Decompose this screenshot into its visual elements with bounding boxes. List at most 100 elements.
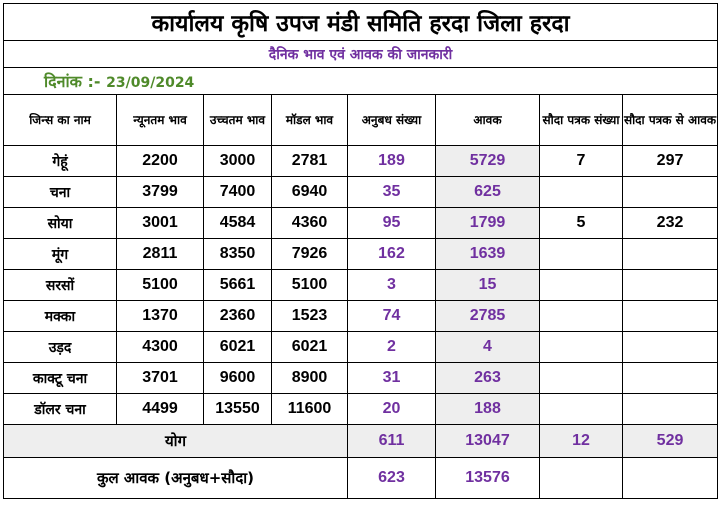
anubandh-count: 20 — [347, 393, 436, 425]
model-price: 11600 — [271, 393, 348, 425]
header-sauda-aavak: सौदा पत्रक से आवक — [621, 94, 719, 146]
sauda-aavak: 232 — [621, 207, 719, 239]
max-price: 2360 — [203, 300, 272, 332]
model-price: 6940 — [271, 176, 348, 208]
commodity-name: काक्टू चना — [3, 362, 117, 394]
total-aavak: 13047 — [435, 424, 540, 458]
sauda-count — [539, 362, 623, 394]
header-row: जिन्स का नाम न्यूनतम भाव उच्चतम भाव मॉडल… — [3, 94, 719, 146]
aavak-value: 5729 — [435, 145, 540, 177]
max-price: 6021 — [203, 331, 272, 363]
sauda-count — [539, 269, 623, 301]
sauda-count: 5 — [539, 207, 623, 239]
commodity-name: मक्का — [3, 300, 117, 332]
mandi-rate-sheet: कार्यालय कृषि उपज मंडी समिति हरदा जिला ह… — [2, 3, 719, 499]
commodity-name: गेहूं — [3, 145, 117, 177]
header-name: जिन्स का नाम — [3, 94, 117, 146]
aavak-value: 188 — [435, 393, 540, 425]
table-row: मूंग 2811 8350 7926 162 1639 — [3, 238, 719, 270]
table-row: उड़द 4300 6021 6021 2 4 — [3, 331, 719, 363]
commodity-name: मूंग — [3, 238, 117, 270]
anubandh-count: 35 — [347, 176, 436, 208]
anubandh-count: 189 — [347, 145, 436, 177]
table-row: चना 3799 7400 6940 35 625 — [3, 176, 719, 208]
commodity-name: सरसों — [3, 269, 117, 301]
sauda-aavak: 297 — [621, 145, 719, 177]
anubandh-count: 31 — [347, 362, 436, 394]
header-aavak: आवक — [435, 94, 540, 146]
min-price: 2811 — [116, 238, 204, 270]
sauda-count — [539, 176, 623, 208]
page-subtitle: दैनिक भाव एवं आवक की जानकारी — [2, 40, 719, 68]
date-row: दिनांक :- 23/09/2024 — [2, 67, 719, 95]
anubandh-count: 2 — [347, 331, 436, 363]
aavak-value: 4 — [435, 331, 540, 363]
sauda-aavak — [621, 238, 719, 270]
header-anubandh: अनुबध संख्या — [347, 94, 436, 146]
total-row: योग 611 13047 12 529 — [3, 424, 719, 458]
max-price: 13550 — [203, 393, 272, 425]
table-row: गेहूं 2200 3000 2781 189 5729 7 297 — [3, 145, 719, 177]
sauda-aavak — [621, 176, 719, 208]
grand-total-empty-1 — [539, 457, 623, 499]
sauda-count — [539, 300, 623, 332]
aavak-value: 2785 — [435, 300, 540, 332]
min-price: 4300 — [116, 331, 204, 363]
min-price: 4499 — [116, 393, 204, 425]
sauda-aavak — [621, 362, 719, 394]
sauda-count — [539, 393, 623, 425]
min-price: 5100 — [116, 269, 204, 301]
commodity-name: डॉलर चना — [3, 393, 117, 425]
max-price: 9600 — [203, 362, 272, 394]
table-row: मक्का 1370 2360 1523 74 2785 — [3, 300, 719, 332]
page-title: कार्यालय कृषि उपज मंडी समिति हरदा जिला ह… — [2, 3, 719, 41]
min-price: 3001 — [116, 207, 204, 239]
aavak-value: 625 — [435, 176, 540, 208]
total-sauda-count: 12 — [539, 424, 623, 458]
grand-total-label: कुल आवक (अनुबध+सौदा) — [3, 457, 348, 499]
anubandh-count: 95 — [347, 207, 436, 239]
aavak-value: 1639 — [435, 238, 540, 270]
min-price: 1370 — [116, 300, 204, 332]
anubandh-count: 74 — [347, 300, 436, 332]
header-min: न्यूनतम भाव — [116, 94, 204, 146]
anubandh-count: 3 — [347, 269, 436, 301]
max-price: 5661 — [203, 269, 272, 301]
total-anubandh: 611 — [347, 424, 436, 458]
model-price: 6021 — [271, 331, 348, 363]
header-sauda-count: सौदा पत्रक संख्या — [539, 94, 623, 146]
model-price: 5100 — [271, 269, 348, 301]
aavak-value: 15 — [435, 269, 540, 301]
grand-total-aavak: 13576 — [435, 457, 540, 499]
table-row: काक्टू चना 3701 9600 8900 31 263 — [3, 362, 719, 394]
total-label: योग — [3, 424, 348, 458]
sauda-aavak — [621, 300, 719, 332]
grand-total-anubandh: 623 — [347, 457, 436, 499]
max-price: 4584 — [203, 207, 272, 239]
model-price: 4360 — [271, 207, 348, 239]
sauda-count — [539, 331, 623, 363]
table-row: सरसों 5100 5661 5100 3 15 — [3, 269, 719, 301]
total-sauda-aavak: 529 — [621, 424, 719, 458]
model-price: 2781 — [271, 145, 348, 177]
table-row: सोया 3001 4584 4360 95 1799 5 232 — [3, 207, 719, 239]
max-price: 7400 — [203, 176, 272, 208]
header-model: मॉडल भाव — [271, 94, 348, 146]
max-price: 3000 — [203, 145, 272, 177]
model-price: 8900 — [271, 362, 348, 394]
sauda-aavak — [621, 331, 719, 363]
date-label: दिनांक :- — [44, 72, 101, 91]
commodity-name: सोया — [3, 207, 117, 239]
aavak-value: 1799 — [435, 207, 540, 239]
sauda-count — [539, 238, 623, 270]
grand-total-row: कुल आवक (अनुबध+सौदा) 623 13576 — [3, 457, 719, 499]
model-price: 7926 — [271, 238, 348, 270]
anubandh-count: 162 — [347, 238, 436, 270]
commodity-name: उड़द — [3, 331, 117, 363]
commodity-name: चना — [3, 176, 117, 208]
max-price: 8350 — [203, 238, 272, 270]
rate-table: कार्यालय कृषि उपज मंडी समिति हरदा जिला ह… — [2, 3, 719, 499]
sauda-aavak — [621, 269, 719, 301]
grand-total-empty-2 — [621, 457, 719, 499]
aavak-value: 263 — [435, 362, 540, 394]
